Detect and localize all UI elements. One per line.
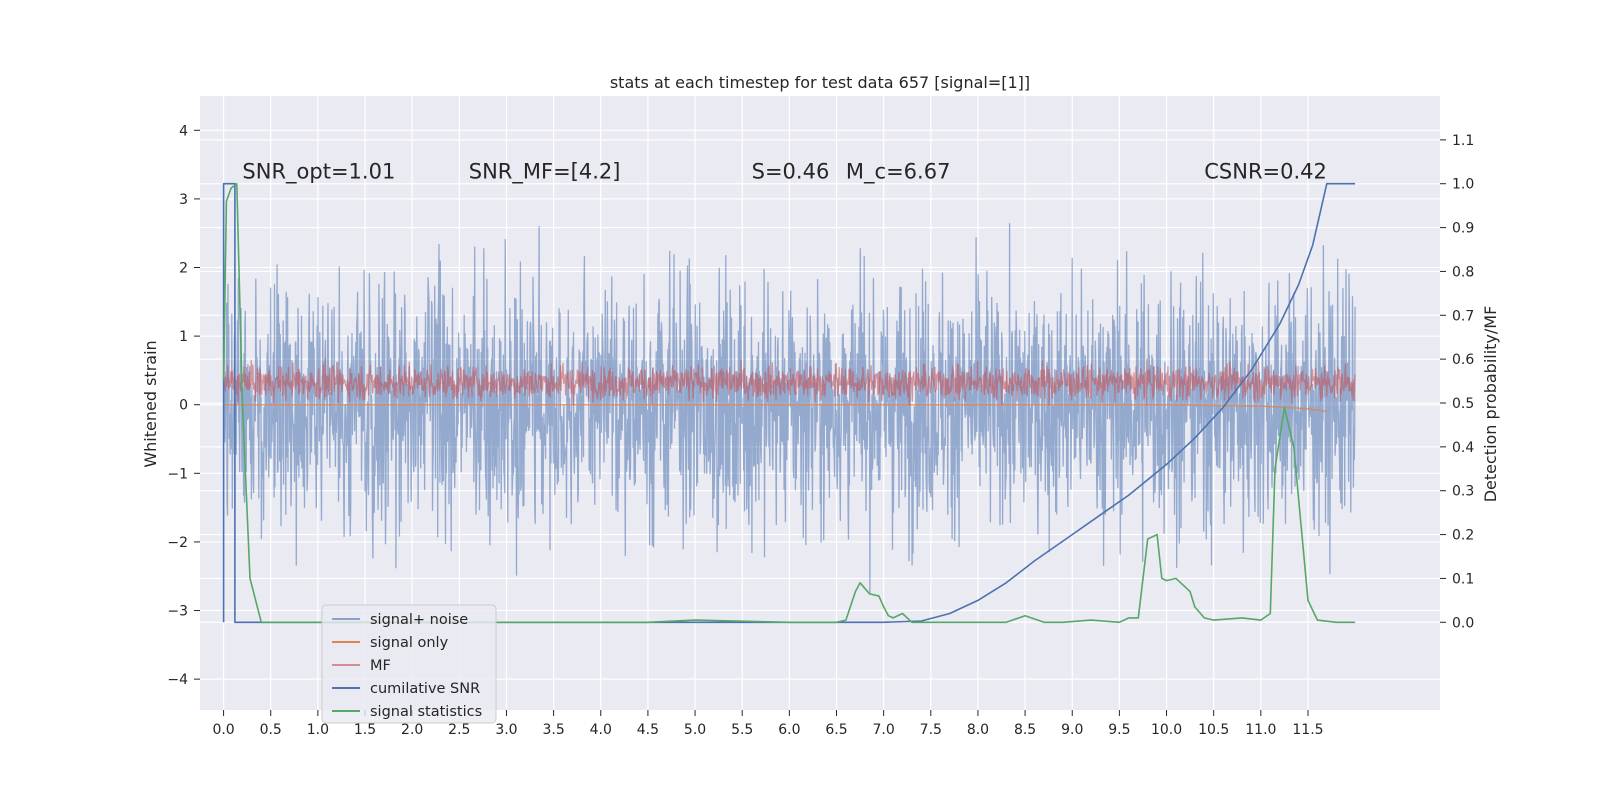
legend-label: signal only [370, 635, 449, 651]
x-tick-label: 8.5 [1014, 722, 1036, 738]
x-tick-label: 0.0 [212, 722, 234, 738]
annotation-label: CSNR=0.42 [1204, 159, 1327, 183]
x-tick-label: 11.5 [1292, 722, 1323, 738]
ticks: 0.0 0.5 1.0 1.5 2.0 2.5 3.0 3.5 4.0 4.5 5.0 5.5 6.0 6… [167, 123, 1474, 738]
y-axis-right-label: Detection probability/MF [1481, 306, 1500, 503]
legend-label: MF [370, 658, 391, 674]
y-tick-label: 3 [179, 192, 188, 208]
x-tick-label: 2.5 [448, 722, 470, 738]
x-tick-label: 11.0 [1245, 722, 1276, 738]
y-right-tick-label: 0.7 [1452, 308, 1474, 324]
legend: signal+ noise signal only MF cumilative SNR… [321, 604, 497, 724]
annotation-label: SNR_MF=[4.2] [469, 159, 621, 184]
x-tick-label: 5.5 [731, 722, 753, 738]
legend-label: cumilative SNR [370, 681, 480, 697]
x-tick-label: 4.0 [590, 722, 612, 738]
x-tick-label: 5.0 [684, 722, 706, 738]
y-right-tick-label: 1.0 [1452, 177, 1474, 193]
annotation-label: S=0.46 [752, 159, 830, 183]
x-tick-label: 3.0 [495, 722, 517, 738]
x-tick-label: 10.0 [1151, 722, 1182, 738]
x-tick-label: 8.0 [967, 722, 989, 738]
x-tick-label: 1.5 [354, 722, 376, 738]
annotation-label: M_c=6.67 [846, 159, 951, 184]
y-tick-label: −2 [167, 535, 188, 551]
x-tick-label: 9.5 [1108, 722, 1130, 738]
y-tick-label: 2 [179, 261, 188, 277]
y-right-tick-label: 0.1 [1452, 571, 1474, 587]
chart-title: stats at each timestep for test data 657… [610, 73, 1030, 92]
y-right-tick-label: 1.1 [1452, 133, 1474, 149]
y-right-tick-label: 0.6 [1452, 352, 1474, 368]
y-right-tick-label: 0.4 [1452, 440, 1474, 456]
y-axis-label: Whitened strain [141, 340, 160, 467]
y-tick-label: 1 [179, 329, 188, 345]
y-tick-label: 0 [179, 398, 188, 414]
series-line-mf [223, 357, 1356, 406]
legend-box [321, 604, 497, 724]
y-tick-label: −3 [167, 604, 188, 620]
legend-label: signal statistics [370, 704, 482, 720]
series-line-signal-only [223, 403, 1327, 413]
y-right-tick-label: 0.9 [1452, 221, 1474, 237]
x-tick-label: 6.0 [778, 722, 800, 738]
x-tick-label: 0.5 [260, 722, 282, 738]
x-tick-label: 7.0 [873, 722, 895, 738]
x-tick-label: 10.5 [1198, 722, 1229, 738]
y-right-tick-label: 0.5 [1452, 396, 1474, 412]
y-right-tick-label: 0.2 [1452, 528, 1474, 544]
grid [200, 96, 1440, 710]
x-tick-label: 4.5 [637, 722, 659, 738]
annotations: SNR_opt=1.01 SNR_MF=[4.2] S=0.46 M_c=6.67 CS… [242, 159, 1326, 184]
y-right-tick-label: 0.0 [1452, 615, 1474, 631]
x-tick-label: 3.5 [542, 722, 564, 738]
y-tick-label: −4 [167, 672, 188, 688]
x-tick-label: 1.0 [307, 722, 329, 738]
x-tick-label: 7.5 [920, 722, 942, 738]
annotation-label: SNR_opt=1.01 [242, 159, 395, 184]
y-tick-label: −1 [167, 466, 188, 482]
x-tick-label: 9.0 [1061, 722, 1083, 738]
x-tick-label: 2.0 [401, 722, 423, 738]
legend-label: signal+ noise [370, 612, 468, 628]
y-right-tick-label: 0.3 [1452, 484, 1474, 500]
y-right-tick-label: 0.8 [1452, 264, 1474, 280]
y-tick-label: 4 [179, 123, 188, 139]
x-tick-label: 6.5 [825, 722, 847, 738]
